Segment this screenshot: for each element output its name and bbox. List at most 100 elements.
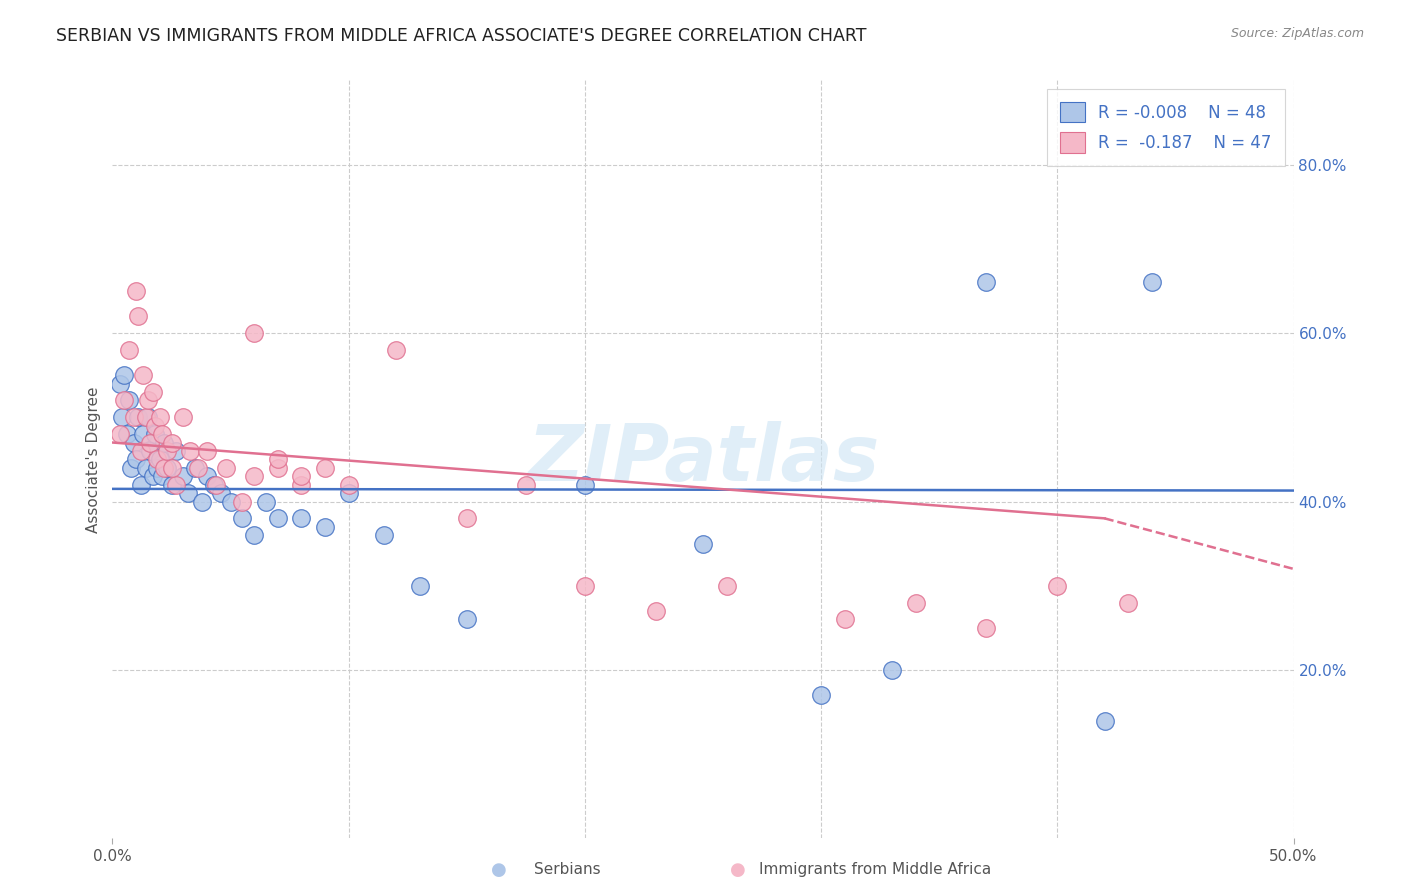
Text: Source: ZipAtlas.com: Source: ZipAtlas.com [1230, 27, 1364, 40]
Point [810, 688, 832, 702]
Point [716, 579, 738, 593]
Point [125, 284, 148, 298]
Text: Immigrants from Middle Africa: Immigrants from Middle Africa [759, 863, 991, 877]
Point [136, 393, 159, 408]
Point [156, 444, 179, 458]
Point [118, 343, 141, 357]
Point [108, 427, 131, 442]
Point [644, 604, 666, 618]
Text: SERBIAN VS IMMIGRANTS FROM MIDDLE AFRICA ASSOCIATE'S DEGREE CORRELATION CHART: SERBIAN VS IMMIGRANTS FROM MIDDLE AFRICA… [56, 27, 866, 45]
Point [515, 477, 537, 491]
Point [179, 444, 201, 458]
Point [135, 410, 157, 425]
Point [184, 460, 207, 475]
Point [976, 276, 998, 290]
Point [132, 427, 155, 442]
Point [215, 460, 238, 475]
Point [136, 410, 159, 425]
Point [904, 596, 927, 610]
Point [108, 376, 131, 391]
Point [834, 612, 856, 626]
Point [142, 469, 165, 483]
Point [385, 343, 408, 357]
Legend: R = -0.008    N = 48, R =  -0.187    N = 47: R = -0.008 N = 48, R = -0.187 N = 47 [1047, 88, 1285, 166]
Point [314, 460, 336, 475]
Point [976, 621, 998, 635]
Point [127, 410, 149, 425]
Point [692, 536, 714, 550]
Point [373, 528, 395, 542]
Point [231, 511, 253, 525]
Point [146, 452, 169, 467]
Point [290, 469, 312, 483]
Point [209, 486, 232, 500]
Point [267, 452, 290, 467]
Point [205, 477, 228, 491]
Point [122, 410, 145, 425]
Point [1116, 596, 1139, 610]
Point [243, 528, 266, 542]
Point [172, 410, 194, 425]
Point [153, 435, 176, 450]
Point [129, 444, 152, 458]
Point [219, 494, 242, 508]
Point [150, 427, 173, 442]
Point [195, 444, 218, 458]
Point [337, 486, 360, 500]
Point [143, 427, 166, 442]
Point [118, 393, 141, 408]
Point [132, 368, 155, 383]
Point [160, 460, 183, 475]
Point [135, 460, 157, 475]
Point [1046, 579, 1069, 593]
Point [112, 393, 135, 408]
Point [156, 460, 179, 475]
Point [149, 410, 172, 425]
Point [186, 460, 208, 475]
Text: Serbians: Serbians [534, 863, 600, 877]
Point [160, 435, 183, 450]
Point [146, 460, 169, 475]
Text: ●: ● [730, 861, 747, 879]
Point [153, 460, 176, 475]
Y-axis label: Associate's Degree: Associate's Degree [86, 386, 101, 533]
Point [231, 494, 253, 508]
Point [202, 477, 225, 491]
Text: ●: ● [491, 861, 508, 879]
Point [165, 477, 187, 491]
Point [165, 444, 187, 458]
Point [139, 435, 162, 450]
Text: ZIPatlas: ZIPatlas [527, 421, 879, 498]
Point [150, 469, 173, 483]
Point [337, 477, 360, 491]
Point [143, 418, 166, 433]
Point [115, 427, 138, 442]
Point [1140, 276, 1163, 290]
Point [1094, 714, 1116, 728]
Point [160, 477, 183, 491]
Point [149, 452, 172, 467]
Point [880, 663, 903, 677]
Point [267, 460, 290, 475]
Point [172, 469, 194, 483]
Point [574, 579, 596, 593]
Point [125, 452, 148, 467]
Point [112, 368, 135, 383]
Point [177, 486, 200, 500]
Point [456, 511, 478, 525]
Point [243, 326, 266, 340]
Point [267, 511, 290, 525]
Point [127, 309, 149, 323]
Point [122, 435, 145, 450]
Point [243, 469, 266, 483]
Point [139, 444, 162, 458]
Point [290, 511, 312, 525]
Point [290, 477, 312, 491]
Point [120, 460, 142, 475]
Point [129, 477, 152, 491]
Point [408, 579, 430, 593]
Point [191, 494, 214, 508]
Point [142, 384, 165, 399]
Point [314, 520, 336, 534]
Point [111, 410, 134, 425]
